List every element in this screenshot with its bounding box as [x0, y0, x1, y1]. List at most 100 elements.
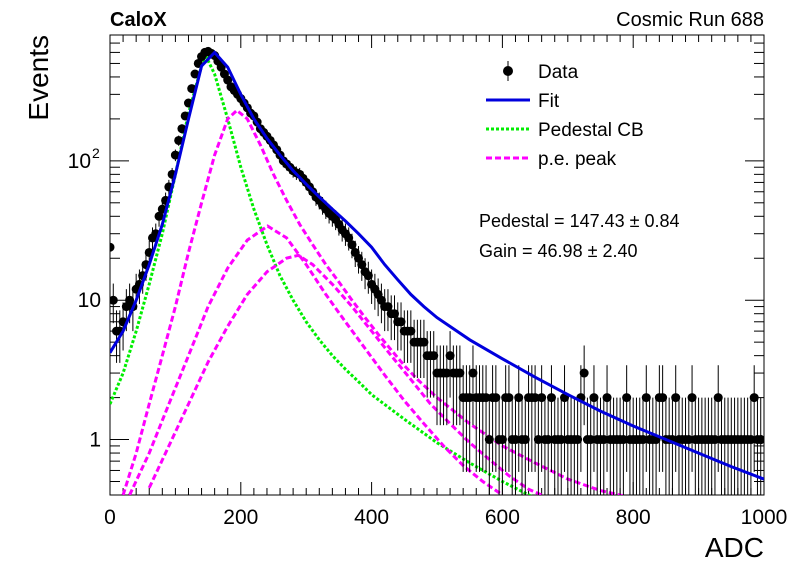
legend-entry: Pedestal CB	[486, 120, 644, 141]
data-point	[174, 135, 184, 146]
data-marker	[396, 317, 406, 327]
data-point	[556, 397, 566, 495]
data-point	[389, 295, 399, 341]
data-marker	[746, 435, 756, 445]
data-point	[658, 365, 668, 472]
data-marker	[710, 435, 720, 445]
data-point	[442, 345, 452, 426]
data-marker	[468, 368, 478, 378]
data-point	[746, 397, 756, 495]
data-point	[357, 251, 367, 281]
data-points	[110, 46, 764, 495]
data-point	[110, 283, 118, 324]
data-marker	[579, 368, 589, 378]
data-marker	[684, 435, 694, 445]
x-tick-label: 400	[354, 506, 389, 529]
data-marker	[556, 435, 566, 445]
data-marker	[510, 435, 520, 445]
data-point	[468, 345, 478, 426]
x-tick-label: 200	[223, 506, 258, 529]
data-marker	[520, 435, 530, 445]
data-point	[543, 397, 553, 495]
data-marker	[389, 309, 399, 319]
data-marker	[484, 435, 494, 445]
data-marker	[497, 435, 507, 445]
data-point	[223, 75, 233, 85]
data-marker	[110, 295, 118, 305]
data-point	[497, 397, 507, 495]
data-marker	[641, 393, 651, 403]
chart-title-right: Cosmic Run 688	[616, 9, 764, 31]
data-marker	[602, 393, 612, 403]
data-marker	[216, 62, 226, 72]
data-marker	[586, 435, 596, 445]
y-axis-label: Events	[23, 35, 54, 121]
data-point	[190, 69, 200, 79]
data-point	[504, 365, 514, 472]
data-marker	[504, 393, 514, 403]
annotation-pedestal: Pedestal = 147.43 ± 0.84	[479, 211, 680, 231]
data-point	[396, 302, 406, 351]
data-point	[445, 331, 455, 398]
legend-entry: p.e. peak	[486, 149, 617, 170]
data-marker	[363, 271, 373, 281]
data-point	[641, 365, 651, 472]
data-point	[216, 62, 226, 72]
data-point	[638, 397, 648, 495]
data-point	[484, 397, 494, 495]
data-marker	[671, 393, 681, 403]
data-point	[363, 261, 373, 294]
data-marker	[357, 260, 367, 270]
data-point	[537, 365, 547, 472]
data-marker	[344, 233, 354, 243]
x-tick-label: 600	[485, 506, 520, 529]
x-tick-label: 800	[616, 506, 651, 529]
data-point	[671, 365, 681, 472]
data-point	[589, 365, 599, 472]
x-tick-labels: 0 200 400 600 800 1000	[104, 506, 787, 529]
x-tick-label: 0	[104, 506, 116, 529]
curve-fit	[110, 50, 764, 481]
data-point	[170, 149, 180, 162]
data-marker	[406, 326, 416, 336]
data-marker	[190, 69, 200, 79]
data-marker	[618, 435, 628, 445]
data-point	[687, 365, 697, 472]
data-marker	[481, 393, 491, 403]
data-marker	[383, 302, 393, 312]
data-marker	[713, 393, 723, 403]
data-point	[383, 289, 393, 332]
data-point	[713, 365, 723, 472]
data-point	[110, 235, 115, 262]
legend-entry: Fit	[486, 91, 560, 112]
data-marker	[170, 150, 180, 160]
data-point	[530, 365, 540, 472]
data-point	[406, 310, 416, 363]
data-point	[579, 345, 589, 426]
data-point	[429, 331, 439, 398]
legend: Data Fit Pedestal CB p.e. peak	[486, 61, 644, 170]
y-tick-label: 10	[68, 150, 91, 173]
data-marker	[638, 435, 648, 445]
data-marker	[658, 393, 668, 403]
data-point	[573, 397, 583, 495]
data-point	[481, 365, 491, 472]
data-marker	[514, 393, 524, 403]
legend-label: Pedestal CB	[538, 120, 644, 141]
data-point	[622, 365, 632, 472]
data-point	[684, 397, 694, 495]
data-point	[465, 365, 475, 472]
data-point	[491, 365, 501, 472]
data-marker	[491, 393, 501, 403]
data-marker	[445, 351, 455, 361]
data-point	[602, 365, 612, 472]
data-marker	[154, 211, 164, 221]
data-point	[546, 365, 556, 472]
curve-p-e-peak-2	[128, 224, 504, 495]
chart-title-left: CaloX	[110, 9, 167, 31]
y-tick-label-exponent: 2	[92, 145, 100, 161]
data-marker	[223, 75, 233, 85]
data-point	[756, 397, 764, 495]
